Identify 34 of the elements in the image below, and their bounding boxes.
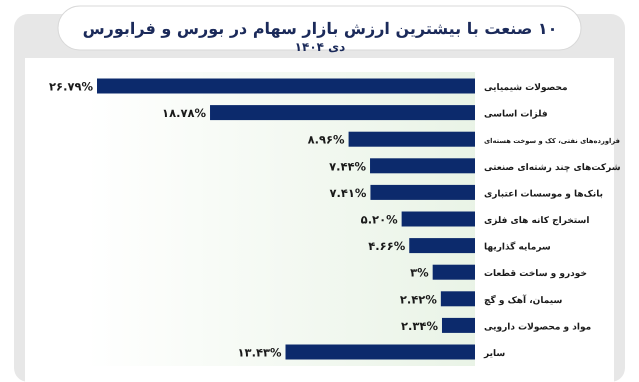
bar (97, 78, 475, 94)
y-tick-label: سرمایه گذاریها (484, 240, 551, 253)
chart-title: ۱۰ صنعت با بیشترین ارزش بازار سهام در بورس و فرابورس (82, 19, 558, 38)
bar (348, 132, 475, 147)
y-tick-label: سیمان، آهک و گچ (484, 294, 562, 306)
bar (370, 158, 475, 174)
data-label: ۸.۹۶% (308, 132, 346, 147)
y-tick-label: سایر (483, 349, 506, 359)
y-tick-label: فلزات اساسی (484, 110, 548, 120)
chart-subtitle: دی ۱۴۰۴ (294, 40, 346, 54)
data-label: ۷.۴۴% (329, 159, 366, 174)
data-label: ۲.۴۲% (400, 292, 438, 306)
y-tick-label: شرکت‌های چند رشته‌ای صنعتی (484, 162, 621, 173)
data-label: ۷.۴۱% (329, 186, 367, 200)
data-label: ۱۸.۷۸% (162, 106, 206, 120)
data-label: ۳% (410, 266, 430, 280)
y-tick-label: استخراج کانه های فلزی (484, 216, 590, 226)
data-label: ۲.۳۴% (401, 318, 438, 333)
data-label: ۲۶.۷۹% (49, 80, 94, 94)
bar (210, 105, 475, 120)
bar (286, 344, 475, 360)
y-tick-label: مواد و محصولات دارویی (484, 322, 592, 332)
bar (370, 184, 475, 200)
bar (409, 238, 475, 254)
data-label: ۴.۶۶% (368, 239, 406, 254)
bar (402, 212, 475, 226)
bar (432, 264, 475, 280)
data-label: ۵.۲۰% (360, 212, 398, 226)
y-tick-label: بانک‌ها و موسسات اعتباری (484, 189, 604, 200)
bar (442, 318, 475, 333)
y-tick-label: محصولات شیمیایی (484, 83, 568, 93)
y-tick-label: خودرو و ساخت قطعات (484, 269, 587, 280)
data-label: ۱۳.۴۳% (238, 346, 282, 360)
bar (440, 291, 475, 306)
